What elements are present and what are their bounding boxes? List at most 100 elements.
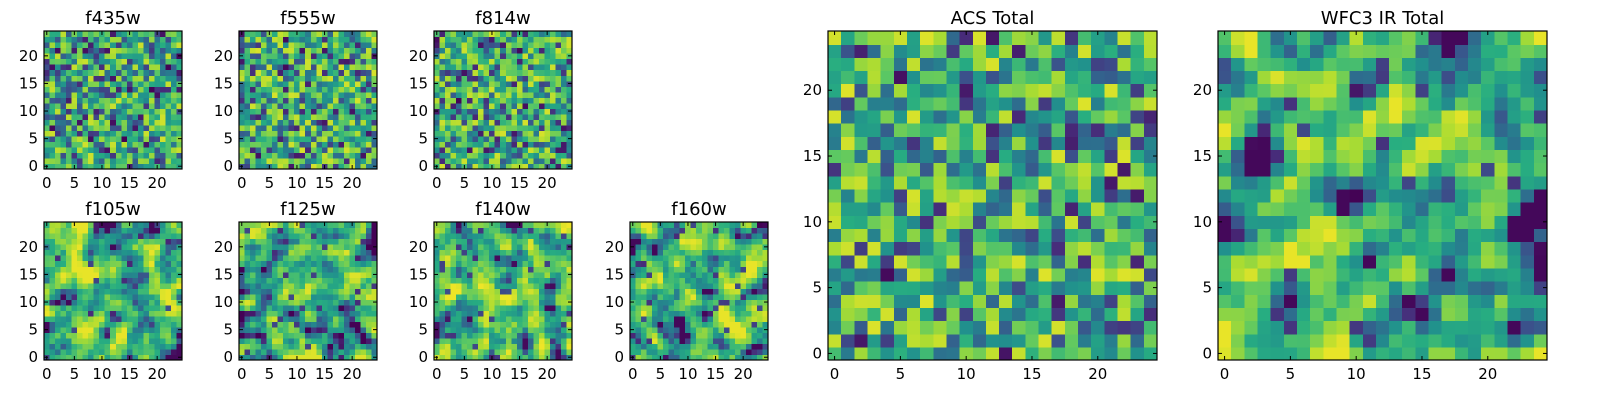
heatmap-cell	[143, 157, 150, 165]
heatmap-cell	[137, 108, 144, 115]
heatmap-cell	[316, 227, 323, 234]
heatmap-cell	[115, 75, 122, 82]
heatmap-cell	[60, 152, 67, 159]
heatmap-cell	[310, 119, 317, 126]
heatmap-cell	[159, 233, 167, 240]
heatmap-cell	[310, 299, 317, 306]
heatmap-cell	[360, 152, 367, 159]
heatmap-cell	[828, 333, 842, 348]
heatmap-cell	[82, 266, 89, 273]
heatmap-cell	[310, 47, 317, 54]
heatmap-cell	[60, 163, 67, 170]
heatmap-cell	[445, 293, 452, 300]
heatmap-cell	[434, 97, 441, 104]
x-tick-label: 15	[120, 365, 139, 383]
heatmap-cell	[121, 91, 128, 98]
heatmap-cell	[239, 113, 246, 120]
heatmap-cell	[946, 175, 961, 190]
heatmap-cell	[641, 255, 648, 262]
heatmap-cell	[49, 282, 56, 289]
heatmap-cell	[244, 260, 251, 267]
heatmap-cell	[338, 227, 345, 234]
heatmap-cell	[483, 260, 490, 267]
y-tick-label: 20	[19, 238, 38, 256]
heatmap-cell	[641, 277, 648, 284]
heatmap-cell	[60, 75, 67, 82]
heatmap-cell	[49, 75, 56, 82]
heatmap-cell	[165, 222, 172, 229]
heatmap-cell	[261, 271, 268, 278]
heatmap-cell	[77, 75, 84, 82]
heatmap-cell	[985, 202, 1000, 216]
heatmap-cell	[239, 277, 246, 284]
heatmap-cell	[734, 354, 741, 361]
heatmap-cell	[712, 266, 719, 273]
heatmap-cell	[132, 299, 139, 306]
heatmap-cell	[49, 332, 56, 339]
heatmap-cell	[646, 266, 653, 273]
heatmap-cell	[261, 42, 268, 49]
heatmap-cell	[549, 64, 557, 71]
heatmap-cell	[277, 163, 284, 170]
heatmap-cell	[365, 343, 373, 350]
heatmap-cell	[77, 337, 84, 345]
heatmap-cell	[266, 97, 273, 104]
x-tick-label: 10	[92, 174, 111, 192]
heatmap-cell	[121, 135, 128, 142]
heatmap-cell	[277, 337, 284, 345]
heatmap-cell	[1130, 202, 1145, 216]
heatmap-cell	[712, 326, 719, 333]
heatmap-cell	[472, 64, 479, 71]
heatmap-cell	[544, 288, 551, 295]
heatmap-cell	[630, 304, 637, 311]
heatmap-cell	[500, 135, 507, 142]
heatmap-cell	[310, 69, 317, 76]
heatmap-cell	[1038, 175, 1053, 190]
heatmap-cell	[299, 266, 306, 273]
y-tick-label: 15	[19, 74, 38, 92]
heatmap-cell	[55, 108, 62, 115]
heatmap-cell	[354, 146, 362, 154]
heatmap-cell	[165, 304, 172, 311]
heatmap-cell	[115, 152, 122, 159]
heatmap-cell	[657, 348, 664, 356]
heatmap-cell	[690, 299, 697, 306]
heatmap-cell	[538, 146, 545, 154]
heatmap-cell	[450, 75, 457, 82]
heatmap-cell	[159, 354, 167, 361]
heatmap-cell	[745, 244, 753, 251]
x-tick-label: 5	[265, 174, 275, 192]
heatmap-cell	[467, 75, 474, 82]
heatmap-cell	[321, 91, 328, 98]
heatmap-cell	[566, 260, 573, 267]
heatmap-cell	[354, 304, 362, 311]
heatmap-cell	[165, 124, 172, 131]
heatmap-cell	[305, 119, 312, 126]
heatmap-cell	[159, 152, 167, 159]
heatmap-cell	[115, 266, 122, 273]
heatmap-cell	[110, 249, 117, 256]
heatmap-cell	[696, 304, 703, 311]
heatmap-cell	[751, 348, 758, 356]
heatmap-cell	[365, 293, 373, 300]
heatmap-cell	[255, 260, 262, 267]
heatmap-cell	[137, 244, 144, 251]
heatmap-cell	[630, 255, 637, 262]
heatmap-cell	[696, 238, 703, 245]
heatmap-cell	[566, 36, 573, 43]
heatmap-cell	[283, 282, 290, 289]
heatmap-cell	[718, 348, 725, 356]
heatmap-cell	[365, 130, 373, 137]
heatmap-cell	[467, 53, 474, 60]
heatmap-cell	[266, 58, 273, 65]
heatmap-cell	[500, 332, 507, 339]
heatmap-cell	[1078, 188, 1092, 203]
heatmap-cell	[985, 254, 1000, 269]
heatmap-cell	[148, 288, 155, 295]
heatmap-cell	[349, 244, 356, 251]
heatmap-cell	[1078, 175, 1092, 190]
heatmap-cell	[299, 310, 306, 317]
heatmap-cell	[343, 108, 350, 115]
heatmap-cell	[60, 260, 67, 267]
heatmap-cell	[121, 326, 128, 333]
